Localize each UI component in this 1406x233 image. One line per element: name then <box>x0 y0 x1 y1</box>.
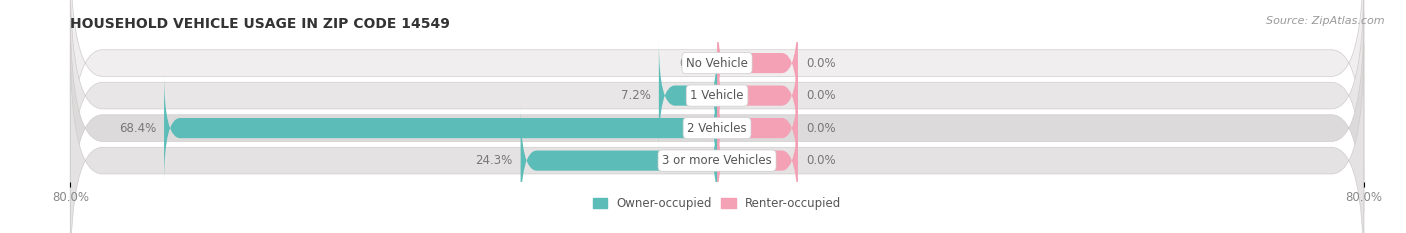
FancyBboxPatch shape <box>70 11 1364 233</box>
Text: 7.2%: 7.2% <box>621 89 651 102</box>
FancyBboxPatch shape <box>70 44 1364 233</box>
Text: 0.0%: 0.0% <box>806 122 835 135</box>
Text: 0.0%: 0.0% <box>806 154 835 167</box>
Text: 0.0%: 0.0% <box>806 89 835 102</box>
FancyBboxPatch shape <box>520 106 717 216</box>
Text: No Vehicle: No Vehicle <box>686 57 748 70</box>
Text: HOUSEHOLD VEHICLE USAGE IN ZIP CODE 14549: HOUSEHOLD VEHICLE USAGE IN ZIP CODE 1454… <box>70 17 450 31</box>
FancyBboxPatch shape <box>70 0 1364 180</box>
FancyBboxPatch shape <box>165 73 717 183</box>
FancyBboxPatch shape <box>717 73 799 183</box>
Text: 0.0%: 0.0% <box>806 57 835 70</box>
Text: 1 Vehicle: 1 Vehicle <box>690 89 744 102</box>
Text: 2 Vehicles: 2 Vehicles <box>688 122 747 135</box>
Text: 24.3%: 24.3% <box>475 154 513 167</box>
FancyBboxPatch shape <box>717 8 799 118</box>
Text: 68.4%: 68.4% <box>118 122 156 135</box>
Text: 0.0%: 0.0% <box>679 57 709 70</box>
FancyBboxPatch shape <box>70 0 1364 212</box>
FancyBboxPatch shape <box>717 106 799 216</box>
Legend: Owner-occupied, Renter-occupied: Owner-occupied, Renter-occupied <box>588 192 846 215</box>
Text: 3 or more Vehicles: 3 or more Vehicles <box>662 154 772 167</box>
FancyBboxPatch shape <box>659 41 717 151</box>
FancyBboxPatch shape <box>717 41 799 151</box>
Text: Source: ZipAtlas.com: Source: ZipAtlas.com <box>1267 16 1385 26</box>
